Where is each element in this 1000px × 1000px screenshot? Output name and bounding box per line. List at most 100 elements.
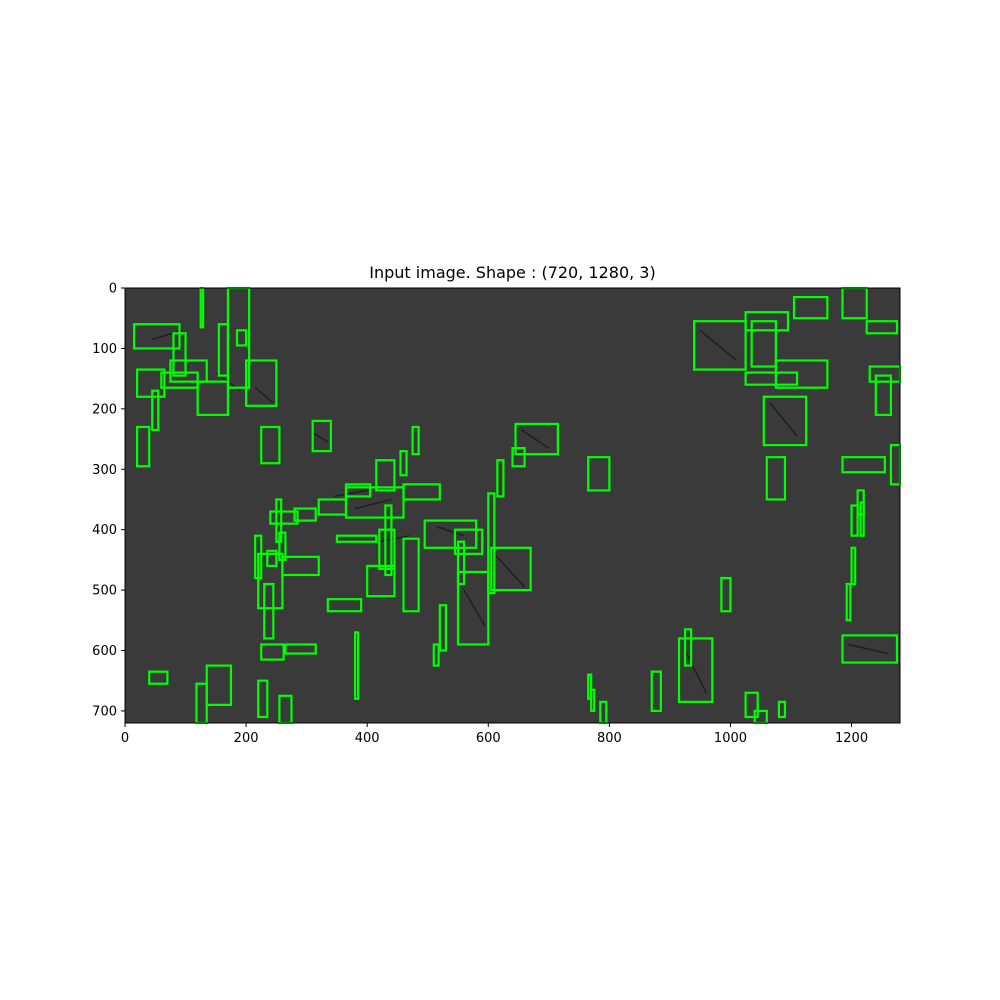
detection-box [423, 519, 478, 549]
y-tick-label: 600 [92, 644, 117, 659]
detection-box [402, 537, 420, 613]
detection-box [269, 510, 299, 525]
texture-streak [848, 643, 889, 655]
x-tick-label: 0 [121, 731, 129, 746]
detection-box [136, 425, 151, 468]
detection-box [511, 447, 526, 468]
detection-box [744, 371, 799, 386]
detection-box [496, 459, 505, 498]
detection-box [677, 637, 714, 703]
texture-streak [333, 489, 368, 498]
image-texture [152, 329, 889, 694]
detection-box [487, 492, 496, 595]
detection-box [744, 311, 790, 332]
detection-box [411, 425, 420, 456]
detection-box [353, 631, 360, 700]
detection-box [490, 546, 532, 592]
y-tick-label: 300 [92, 463, 117, 478]
detection-box [650, 670, 662, 713]
detection-box [132, 323, 181, 350]
y-tick-label: 100 [92, 342, 117, 357]
y-axis-ticks: 0 100 200 300 400 500 600 700 [92, 282, 125, 719]
texture-streak [312, 432, 329, 443]
detection-box [841, 634, 899, 664]
detection-box [590, 688, 596, 713]
x-tick-label: 1000 [714, 731, 747, 746]
texture-streak [254, 387, 274, 404]
detection-box [399, 450, 408, 477]
detection-box [456, 570, 490, 646]
x-tick-label: 600 [476, 731, 501, 746]
detection-box [841, 456, 886, 474]
detection-box [257, 552, 284, 610]
detection-box [196, 380, 230, 416]
detection-box [587, 673, 593, 700]
detection-box [865, 320, 899, 335]
detection-box [244, 359, 278, 407]
detection-box [774, 359, 829, 389]
detection-box [266, 549, 278, 568]
detection-box [587, 456, 611, 492]
detection-box [693, 320, 747, 371]
x-tick-label: 200 [234, 731, 259, 746]
texture-streak [684, 650, 707, 694]
detection-box [311, 419, 332, 453]
x-axis-ticks: 0 200 400 600 800 1000 1200 [121, 723, 868, 746]
texture-streak [354, 498, 392, 510]
detection-box [438, 604, 447, 652]
detection-box [874, 374, 893, 416]
x-tick-label: 800 [597, 731, 622, 746]
axes-frame [124, 287, 901, 724]
detection-box [850, 504, 859, 537]
detection-box [260, 425, 281, 465]
detection-box [378, 528, 396, 571]
detection-box [683, 628, 693, 667]
detection-box [456, 540, 466, 586]
texture-streak [152, 329, 183, 341]
texture-streak [699, 329, 738, 362]
detection-box [792, 295, 829, 320]
detection-box [777, 700, 787, 719]
detection-box [317, 498, 348, 516]
detection-box [260, 643, 285, 661]
texture-streak [463, 589, 486, 627]
detection-box [375, 459, 396, 492]
detection-box [257, 679, 269, 719]
detection-box [514, 422, 560, 456]
detection-box [136, 368, 166, 398]
detection-box [335, 534, 378, 543]
detection-box [148, 670, 169, 685]
detection-box [850, 546, 857, 586]
detection-box [750, 320, 777, 368]
detection-box [235, 329, 248, 347]
detection-box [720, 576, 732, 613]
detection-box [762, 395, 808, 447]
detection-box [281, 555, 320, 577]
texture-streak [521, 429, 550, 449]
y-tick-label: 500 [92, 584, 117, 599]
detection-box [160, 371, 199, 389]
texture-streak [436, 525, 465, 537]
detection-box [859, 501, 865, 537]
detection-box [744, 691, 759, 719]
input-image [125, 286, 902, 725]
y-tick-label: 200 [92, 402, 117, 417]
detection-box [366, 564, 396, 598]
detection-box [765, 456, 787, 501]
y-tick-label: 700 [92, 704, 117, 719]
detection-box [326, 598, 363, 613]
detection-box [151, 389, 160, 432]
x-tick-label: 1200 [835, 731, 868, 746]
figure-title: Input image. Shape : (720, 1280, 3) [369, 263, 655, 282]
detection-box [402, 483, 441, 501]
detection-box [453, 528, 484, 555]
detection-box [284, 643, 317, 655]
y-tick-label: 0 [109, 282, 117, 297]
x-tick-label: 400 [355, 731, 380, 746]
y-tick-label: 400 [92, 523, 117, 538]
detection-box [172, 332, 187, 377]
texture-streak [769, 402, 798, 437]
detection-box [169, 359, 208, 383]
image-background [125, 288, 900, 723]
